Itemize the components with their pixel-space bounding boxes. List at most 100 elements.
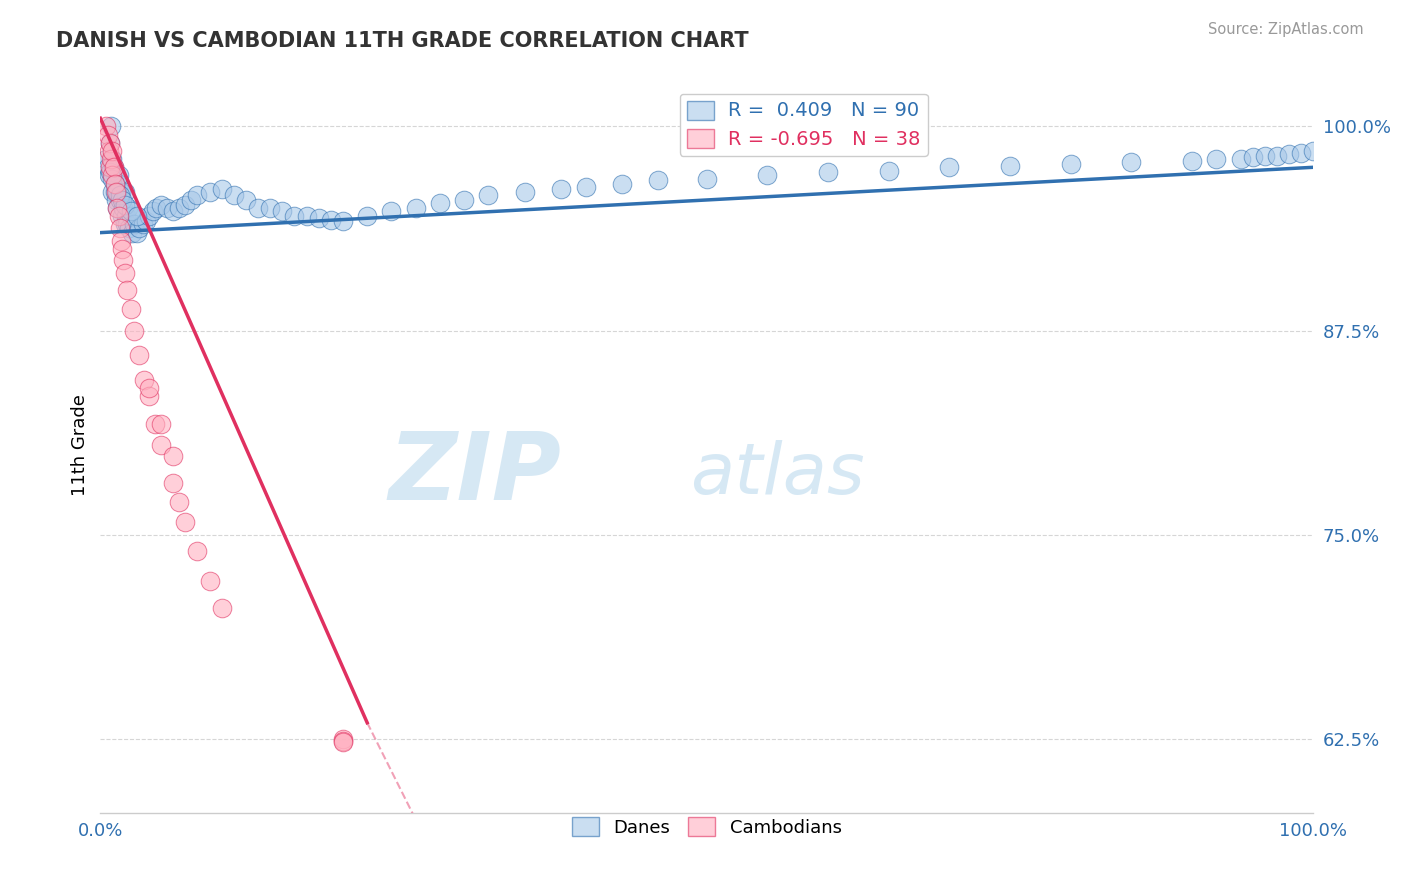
Point [1265,149,1288,163]
Point [405,201,427,215]
Point [105,193,128,207]
Point [111,209,134,223]
Point [271,204,294,219]
Point [817,165,839,179]
Point [108,220,131,235]
Point [222,188,245,202]
Point [114,218,136,232]
Point [103,161,125,175]
Point [513,185,536,199]
Point [1278,147,1301,161]
Point [1121,155,1143,169]
Point [150,438,173,452]
Point [247,201,270,215]
Point [103,161,125,175]
Point [150,198,173,212]
Point [145,201,167,215]
Point [135,214,157,228]
Text: atlas: atlas [690,440,865,509]
Point [332,214,354,228]
Point [186,544,208,558]
Text: DANISH VS CAMBODIAN 11TH GRADE CORRELATION CHART: DANISH VS CAMBODIAN 11TH GRADE CORRELATI… [56,31,749,51]
Point [198,185,221,199]
Point [1302,144,1324,158]
Y-axis label: 11th Grade: 11th Grade [72,394,89,496]
Point [647,173,669,187]
Point [1229,152,1251,166]
Point [477,188,499,202]
Point [107,169,129,183]
Point [104,177,127,191]
Point [235,193,257,207]
Point [98,136,121,150]
Point [105,185,128,199]
Point [110,234,132,248]
Point [162,475,184,490]
Point [104,185,127,199]
Point [125,209,148,223]
Point [104,169,127,183]
Point [332,732,354,747]
Point [198,574,221,588]
Point [112,201,135,215]
Point [97,128,120,142]
Point [105,201,128,215]
Point [111,242,134,256]
Point [128,348,150,362]
Point [610,177,633,191]
Point [143,417,166,431]
Text: ZIP: ZIP [388,428,561,520]
Point [104,177,127,191]
Point [356,209,378,223]
Point [111,193,134,207]
Point [574,180,596,194]
Point [97,161,120,175]
Point [121,226,143,240]
Point [105,201,128,215]
Point [124,218,146,232]
Point [101,144,124,158]
Point [180,193,202,207]
Point [1254,149,1277,163]
Point [101,152,124,166]
Point [1205,152,1227,166]
Point [114,267,136,281]
Point [295,209,318,223]
Point [696,171,718,186]
Point [319,212,342,227]
Point [118,220,141,235]
Point [120,302,142,317]
Point [96,120,118,134]
Point [756,169,779,183]
Point [124,324,146,338]
Point [174,515,197,529]
Point [380,204,402,219]
Point [101,185,124,199]
Point [128,220,150,235]
Point [138,389,160,403]
Point [98,165,121,179]
Point [120,209,142,223]
Point [114,209,136,223]
Point [429,196,451,211]
Point [117,201,139,215]
Point [108,188,131,202]
Point [138,381,160,395]
Point [107,209,129,223]
Point [1181,153,1204,168]
Point [150,417,173,431]
Point [259,201,281,215]
Point [283,209,305,223]
Point [167,201,190,215]
Point [138,209,160,223]
Point [141,204,163,219]
Point [114,185,136,199]
Point [98,161,121,175]
Point [938,161,960,175]
Point [101,169,124,183]
Text: Source: ZipAtlas.com: Source: ZipAtlas.com [1208,22,1364,37]
Legend: Danes, Cambodians: Danes, Cambodians [565,810,849,844]
Point [107,177,129,191]
Point [98,136,121,150]
Point [97,144,120,158]
